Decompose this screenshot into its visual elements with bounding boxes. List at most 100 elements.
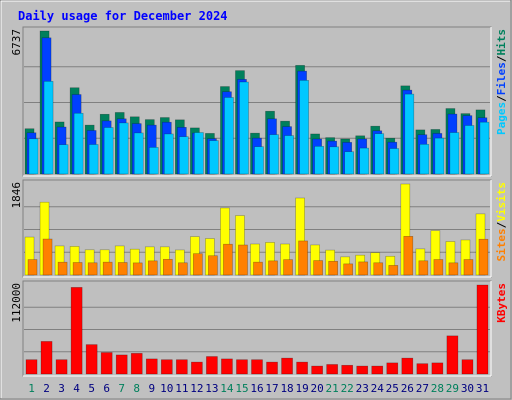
bar-pages: [28, 138, 39, 175]
bar-pages: [148, 147, 159, 175]
x-tick-label: 31: [476, 382, 489, 395]
bar-pages: [163, 133, 174, 175]
x-tick-label: 19: [295, 382, 308, 395]
bar-pages: [344, 151, 355, 175]
bar-pages: [194, 132, 204, 175]
bar-sites: [403, 236, 414, 276]
bar-sites: [162, 258, 173, 276]
bar-kbytes: [461, 359, 474, 375]
bar-pages: [73, 112, 84, 175]
bar-sites: [147, 260, 158, 276]
bar-pages: [224, 97, 234, 175]
x-tick-label: 3: [58, 382, 65, 395]
bar-pages: [419, 143, 430, 175]
x-tick-label: 21: [326, 382, 339, 395]
bar-kbytes: [431, 362, 444, 375]
x-tick-label: 29: [446, 382, 459, 395]
bar-pages: [479, 121, 490, 175]
legend: Sites/Visits: [495, 182, 508, 262]
bar-kbytes: [341, 364, 354, 375]
x-tick-label: 23: [356, 382, 369, 395]
bar-pages: [209, 140, 219, 175]
x-tick-label: 4: [73, 382, 80, 395]
y-max-label: 112000: [10, 283, 23, 323]
bar-pages: [239, 81, 249, 175]
bar-kbytes: [100, 352, 113, 375]
bar-sites: [283, 259, 293, 276]
x-tick-label: 30: [461, 382, 474, 395]
y-max-label: 1846: [10, 182, 23, 209]
bar-kbytes: [386, 362, 399, 375]
x-tick-label: 27: [416, 382, 429, 395]
bar-kbytes: [311, 365, 323, 375]
bar-sites: [223, 243, 233, 276]
bar-pages: [374, 133, 385, 175]
x-tick-label: 11: [175, 382, 188, 395]
bar-pages: [359, 147, 370, 175]
bar-pages: [254, 146, 264, 175]
bar-kbytes: [221, 358, 233, 375]
legend-entry-files: Files: [495, 62, 508, 95]
bar-kbytes: [130, 353, 143, 375]
bar-sites: [57, 261, 68, 276]
x-tick-label: 24: [371, 382, 385, 395]
bar-sites: [313, 260, 323, 276]
x-tick-label: 15: [235, 382, 248, 395]
bar-kbytes: [371, 365, 384, 375]
x-tick-label: 26: [401, 382, 414, 395]
bar-sites: [72, 262, 83, 276]
bar-kbytes: [55, 359, 68, 375]
bar-pages: [133, 132, 144, 175]
bar-pages: [434, 137, 445, 175]
legend-entry-sites: Sites: [495, 228, 508, 261]
x-tick-label: 10: [160, 382, 173, 395]
bar-sites: [27, 259, 38, 276]
bar-pages: [449, 132, 460, 175]
bar-sites: [132, 262, 143, 276]
bar-kbytes: [236, 359, 248, 375]
x-tick-label: 14: [220, 382, 234, 395]
bar-pages: [299, 80, 309, 175]
bar-pages: [179, 136, 189, 175]
bar-sites: [373, 262, 384, 276]
bar-sites: [208, 255, 218, 276]
x-tick-label: 17: [265, 382, 278, 395]
bar-sites: [117, 262, 128, 276]
bar-pages: [88, 144, 99, 175]
x-tick-label: 8: [133, 382, 140, 395]
legend: Pages/Files/Hits: [495, 29, 508, 135]
x-tick-label: 7: [118, 382, 125, 395]
legend-entry-visits: Visits: [495, 182, 508, 222]
bar-pages: [464, 125, 475, 175]
bar-kbytes: [40, 341, 53, 375]
bar-kbytes: [326, 364, 338, 375]
x-tick-label: 18: [280, 382, 293, 395]
bar-sites: [478, 238, 489, 276]
bar-pages: [269, 134, 279, 175]
legend-entry-hits: Hits: [495, 29, 508, 56]
x-tick-label: 9: [148, 382, 155, 395]
legend-entry-kbytes: KBytes: [495, 283, 508, 323]
bar-sites: [328, 260, 338, 276]
bar-pages: [389, 148, 400, 175]
bar-sites: [343, 263, 354, 276]
y-max-label: 6737: [10, 29, 23, 56]
x-tick-label: 5: [88, 382, 95, 395]
chart-title: Daily usage for December 2024: [18, 9, 228, 23]
bar-sites: [448, 262, 459, 276]
bar-kbytes: [176, 359, 188, 375]
bar-sites: [433, 259, 444, 276]
x-tick-label: 20: [311, 382, 324, 395]
x-tick-label: 2: [43, 382, 50, 395]
bar-pages: [118, 122, 129, 175]
bar-pages: [284, 135, 294, 175]
bar-kbytes: [206, 356, 218, 375]
bar-sites: [463, 259, 474, 276]
bar-sites: [87, 262, 98, 276]
bar-kbytes: [160, 359, 173, 375]
panel-hits-files-pages: 6737 Pages/Files/Hits: [10, 26, 508, 177]
bar-sites: [102, 261, 113, 276]
bar-kbytes: [70, 287, 83, 375]
